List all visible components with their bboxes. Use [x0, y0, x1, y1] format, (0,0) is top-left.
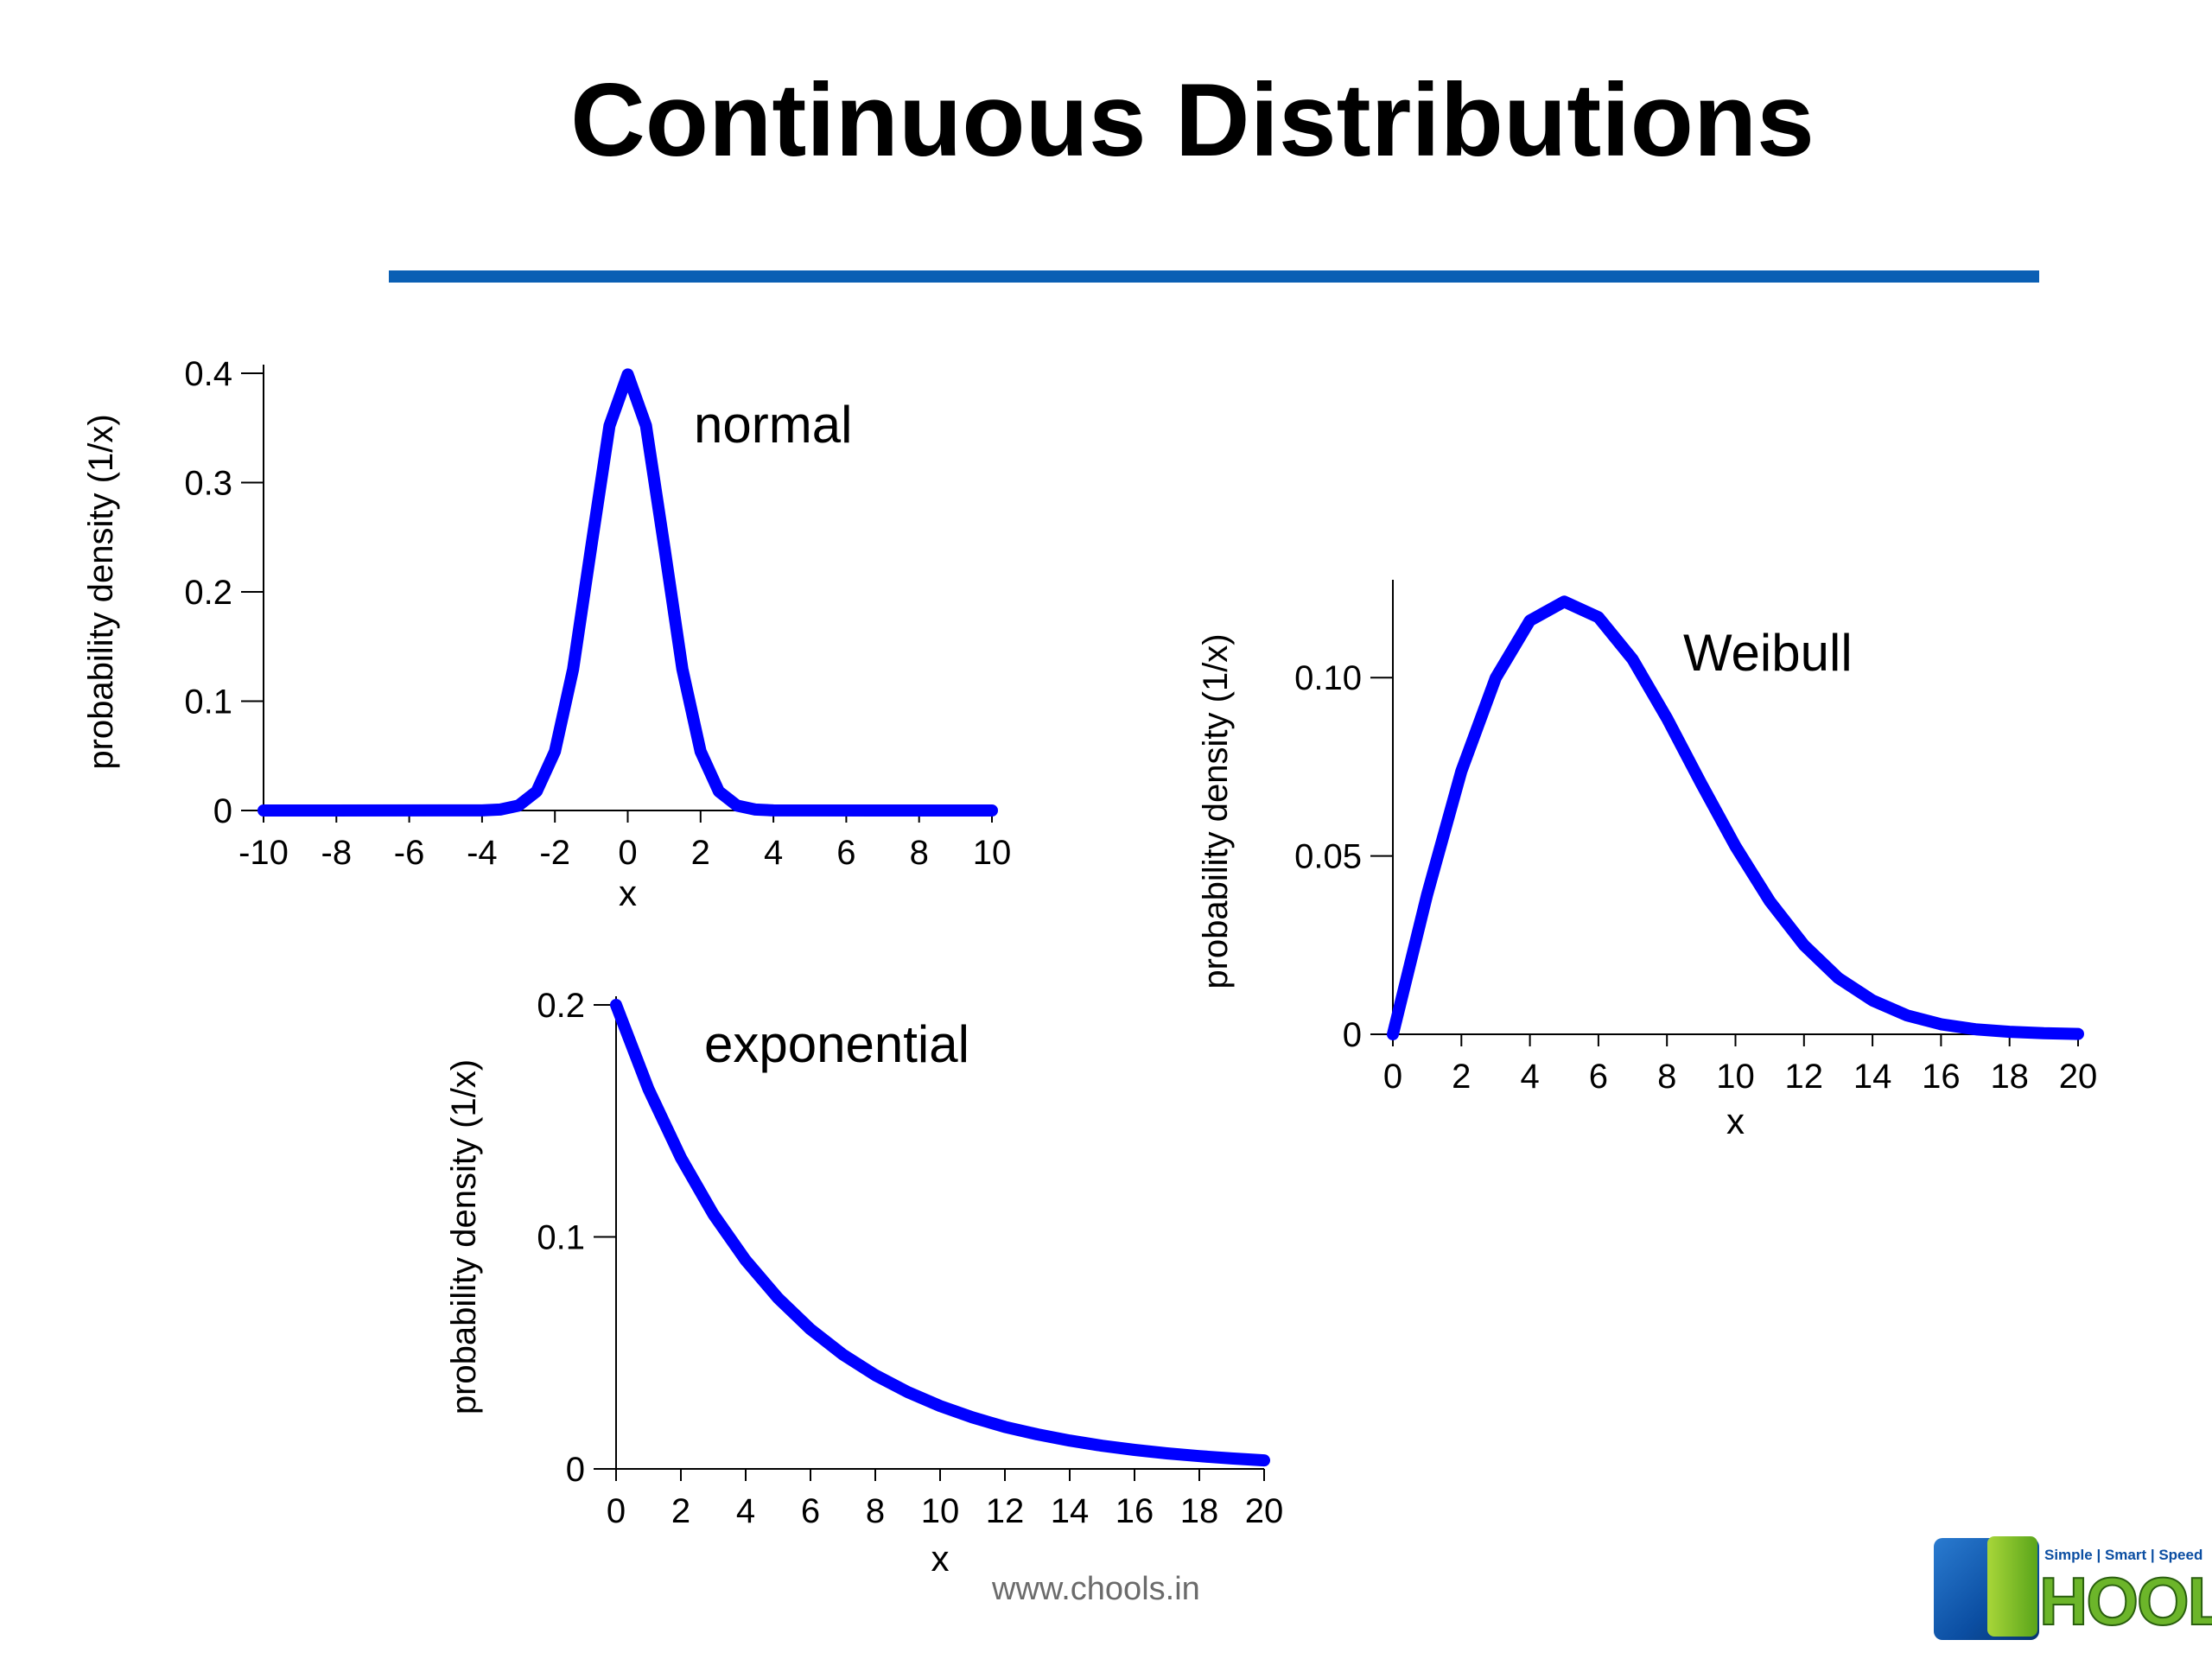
exponential-x-tick-label: 12: [986, 1492, 1025, 1530]
exponential-x-tick-label: 2: [671, 1492, 690, 1530]
weibull-title: Weibull: [1683, 624, 1853, 682]
exponential-y-axis-label: probability density (1/x): [445, 1059, 483, 1414]
normal-x-tick-label: 8: [910, 834, 929, 872]
normal-x-tick-label: 4: [764, 834, 783, 872]
chools-logo: Simple | Smart | Speed HOOLS: [1934, 1536, 2212, 1645]
weibull-x-tick-label: 20: [2059, 1058, 2098, 1096]
weibull-x-tick-label: 4: [1520, 1058, 1539, 1096]
title-rule: [389, 270, 2039, 283]
normal-y-tick-label: 0.4: [184, 355, 232, 393]
normal-x-tick-label: -2: [539, 834, 570, 872]
normal-x-tick-label: -4: [467, 834, 498, 872]
weibull-x-tick-label: 0: [1383, 1058, 1402, 1096]
weibull-x-tick-label: 8: [1657, 1058, 1676, 1096]
weibull-x-tick-label: 10: [1716, 1058, 1755, 1096]
weibull-y-tick-label: 0.10: [1294, 659, 1362, 697]
normal-y-tick-label: 0: [213, 792, 232, 830]
weibull-x-tick-label: 12: [1785, 1058, 1824, 1096]
normal-title: normal: [694, 396, 852, 454]
weibull-y-axis-label: probability density (1/x): [1197, 633, 1235, 988]
footer-url[interactable]: www.chools.in: [992, 1571, 1200, 1607]
normal-x-tick-label: 0: [618, 834, 637, 872]
normal-x-tick-label: -8: [321, 834, 353, 872]
logo-wordmark: HOOLS: [2038, 1562, 2212, 1640]
exponential-x-tick-label: 8: [866, 1492, 885, 1530]
exponential-x-tick-label: 16: [1116, 1492, 1154, 1530]
normal-x-tick-label: 2: [691, 834, 710, 872]
exponential-x-tick-label: 10: [921, 1492, 960, 1530]
weibull-x-tick-label: 16: [1922, 1058, 1961, 1096]
weibull-x-tick-label: 18: [1990, 1058, 2029, 1096]
normal-y-tick-label: 0.3: [184, 465, 232, 503]
normal-y-axis-label: probability density (1/x): [82, 414, 120, 769]
normal-curve: [257, 368, 998, 817]
normal-y-tick-label: 0.2: [184, 574, 232, 612]
exponential-x-tick-label: 4: [736, 1492, 755, 1530]
exponential-x-tick-label: 0: [607, 1492, 626, 1530]
weibull-y-tick-label: 0.05: [1294, 838, 1362, 876]
normal-x-tick-label: -6: [394, 834, 425, 872]
normal-x-axis-label: x: [619, 873, 637, 913]
weibull-x-tick-label: 2: [1452, 1058, 1471, 1096]
logo-tagline: Simple | Smart | Speed: [2044, 1547, 2203, 1563]
weibull-x-tick-label: 14: [1853, 1058, 1892, 1096]
normal-x-tick-label: 10: [973, 834, 1012, 872]
exponential-y-tick-label: 0.2: [537, 987, 585, 1025]
exponential-curve: [610, 999, 1270, 1467]
normal-x-tick-label: 6: [836, 834, 855, 872]
logo-c-letter: [1987, 1536, 2037, 1637]
exponential-y-tick-label: 0: [566, 1451, 585, 1489]
weibull-x-axis-label: x: [1726, 1101, 1745, 1141]
weibull-x-tick-label: 6: [1589, 1058, 1608, 1096]
exponential-y-tick-label: 0.1: [537, 1219, 585, 1257]
exponential-x-tick-label: 6: [801, 1492, 820, 1530]
weibull-y-tick-label: 0: [1343, 1016, 1362, 1054]
weibull-curve: [1387, 595, 2084, 1040]
slide-title: Continuous Distributions: [570, 62, 1815, 178]
exponential-title: exponential: [704, 1015, 969, 1073]
exponential-x-axis-label: x: [931, 1538, 950, 1579]
normal-x-tick-label: -10: [238, 834, 289, 872]
exponential-x-tick-label: 14: [1051, 1492, 1090, 1530]
exponential-x-tick-label: 20: [1245, 1492, 1284, 1530]
exponential-x-tick-label: 18: [1180, 1492, 1219, 1530]
normal-y-tick-label: 0.1: [184, 683, 232, 721]
